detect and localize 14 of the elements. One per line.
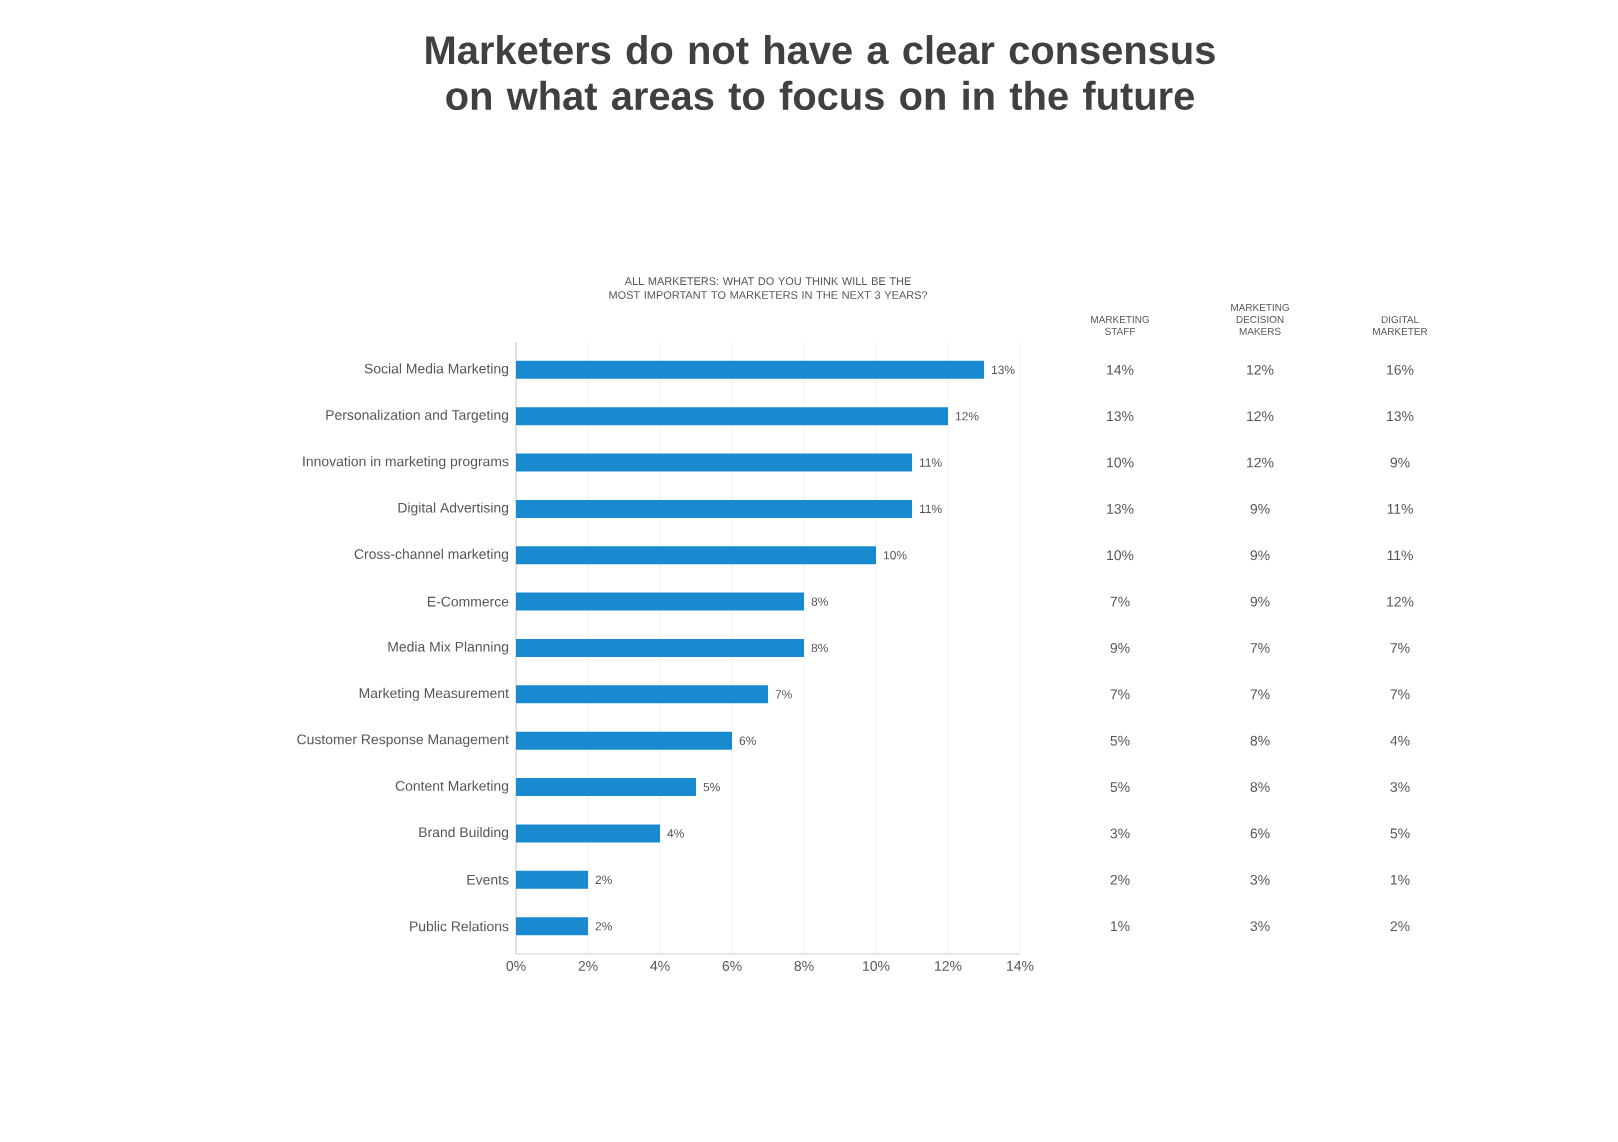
bar xyxy=(516,917,589,936)
bar xyxy=(516,407,949,426)
bar xyxy=(516,592,805,611)
bar xyxy=(516,546,877,565)
bar xyxy=(516,453,913,472)
bar xyxy=(516,731,733,750)
bar xyxy=(516,685,769,704)
bar xyxy=(516,638,805,657)
bar xyxy=(516,870,589,889)
chart-title: Marketers do not have a clear consensus on what areas to focus on in the future xyxy=(426,35,1215,111)
bar xyxy=(516,499,913,518)
bar xyxy=(516,360,985,379)
bar xyxy=(516,778,697,797)
bar xyxy=(516,824,661,843)
